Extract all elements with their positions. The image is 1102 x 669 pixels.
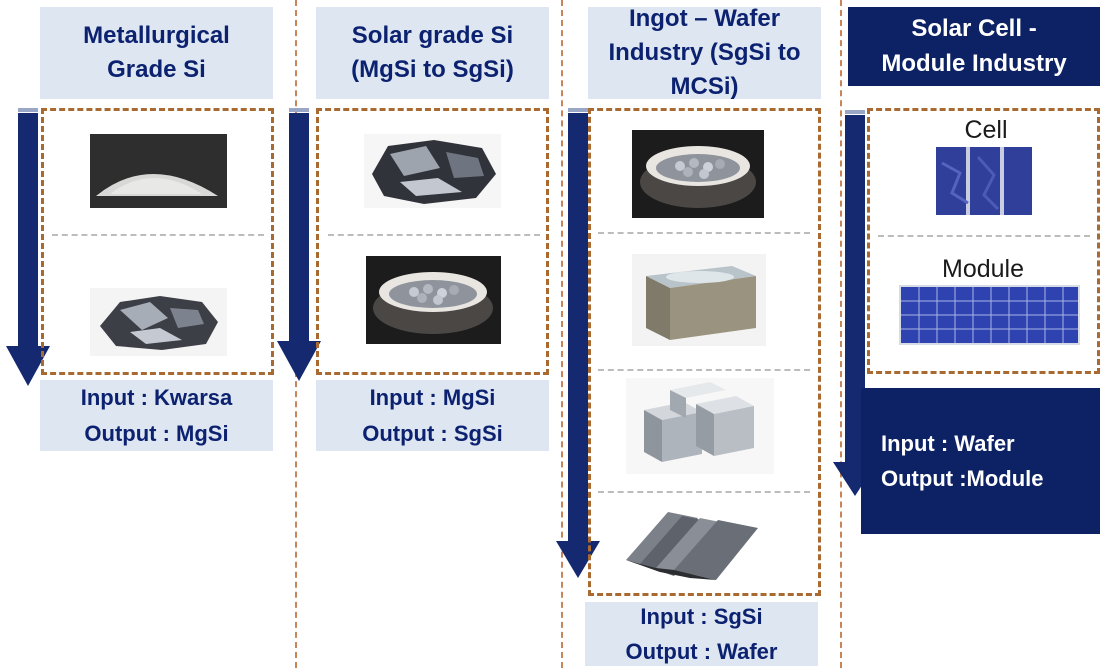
column-separator-3 [840,0,842,668]
column-2-image-panel [316,108,549,375]
column-3-header: Ingot – Wafer Industry (SgSi to MCSi) [588,5,821,100]
column-3-image-panel [588,108,821,596]
polysilicon-crucible-image [366,256,501,344]
column-4-header: Solar Cell - Module Industry [848,7,1100,86]
solar-module-image [899,285,1080,345]
cell-label: Cell [964,116,1008,144]
column-3-title-line-3: MCSi) [670,73,739,101]
column-1-image-panel [41,108,274,375]
column-4-io-box: Input : Wafer Output :Module [861,388,1100,534]
column-2-title-line-1: Solar grade Si [351,21,514,49]
column-2-divider [328,234,540,236]
column-1-divider [52,234,264,236]
ingot-block-image [632,254,766,346]
column-4-title-line-1: Solar Cell - [911,15,1037,43]
down-arrow-icon [6,108,50,386]
column-3-io-box: Input : SgSi Output : Wafer [585,602,818,666]
column-2-input-text: Input : MgSi [369,385,496,411]
column-2-header: Solar grade Si (MgSi to SgSi) [316,7,549,99]
column-1-io-box: Input : Kwarsa Output : MgSi [40,380,273,451]
column-1-header: Metallurgical Grade Si [40,7,273,99]
metallurgical-silicon-chunk-image [90,288,227,356]
column-4-output-text: Output :Module [881,466,1044,491]
column-1-output-text: Output : MgSi [84,420,229,446]
wafer-stack-image [616,498,768,582]
down-arrow-icon [277,108,321,381]
cut-ingot-blocks-image [626,378,774,474]
crucible-image [632,130,764,218]
column-2-output-text: Output : SgSi [362,420,503,446]
column-separator-2 [561,0,563,668]
column-4-input-text: Input : Wafer [881,430,1015,456]
column-3-output-text: Output : Wafer [625,639,778,664]
column-2-io-box: Input : MgSi Output : SgSi [316,380,549,451]
module-label: Module [942,255,1024,283]
column-2-title-line-2: (MgSi to SgSi) [351,56,514,83]
column-3-divider-1 [598,232,810,234]
column-4-title-line-2: Module Industry [881,49,1067,77]
column-4-divider [878,235,1090,237]
column-3-input-text: Input : SgSi [640,603,763,629]
column-3-divider-3 [598,491,810,493]
column-1-input-text: Input : Kwarsa [80,385,233,411]
solar-cell-image [908,143,1038,218]
column-3-divider-2 [598,369,810,371]
silicon-chunk-image [364,134,501,208]
silica-sand-image [90,134,227,208]
column-4-image-panel [867,108,1100,374]
column-1-title-line-2: Grade Si [107,56,206,83]
column-1-title-line-1: Metallurgical [83,21,230,49]
column-3-title-line-2: Industry (SgSi to [608,38,801,66]
column-3-title-line-1: Ingot – Wafer [628,4,781,32]
